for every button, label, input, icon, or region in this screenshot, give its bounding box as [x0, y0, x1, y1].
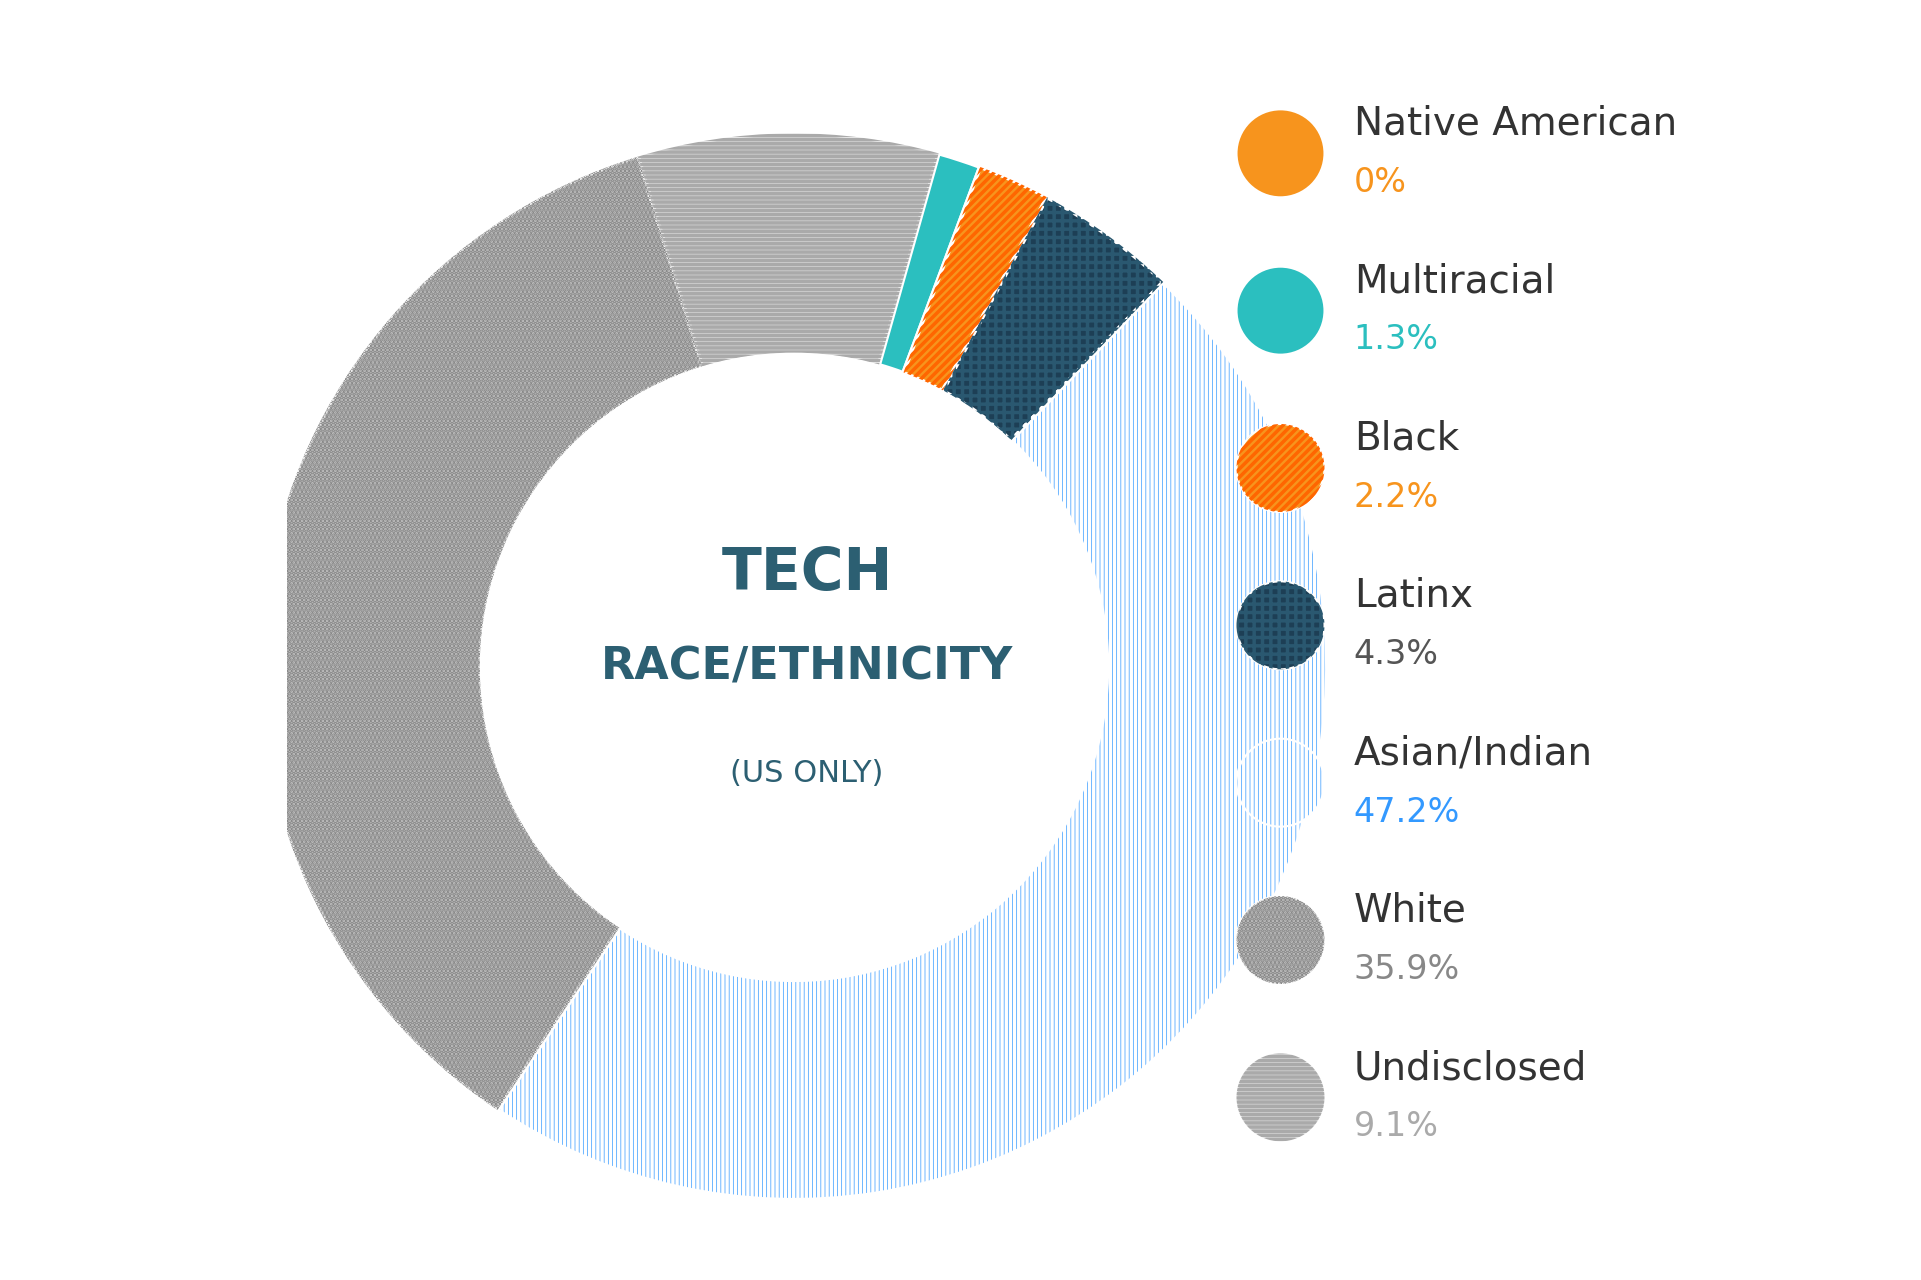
Circle shape [480, 353, 1106, 980]
Text: Undisclosed: Undisclosed [1354, 1050, 1587, 1087]
Text: Black: Black [1354, 420, 1460, 458]
Text: 9.1%: 9.1% [1354, 1110, 1439, 1143]
Text: Asian/Indian: Asian/Indian [1354, 735, 1593, 772]
Text: 0%: 0% [1354, 166, 1406, 200]
Text: 47.2%: 47.2% [1354, 795, 1460, 828]
Wedge shape [638, 133, 939, 367]
Text: (US ONLY): (US ONLY) [730, 759, 884, 787]
Text: 2.2%: 2.2% [1354, 481, 1439, 513]
Circle shape [1237, 109, 1324, 197]
Circle shape [1237, 896, 1324, 984]
Text: RACE/ETHNICITY: RACE/ETHNICITY [601, 645, 1012, 689]
Wedge shape [880, 154, 980, 372]
Text: White: White [1354, 892, 1468, 929]
Text: 1.3%: 1.3% [1354, 324, 1439, 357]
Text: 35.9%: 35.9% [1354, 952, 1460, 986]
Wedge shape [498, 282, 1327, 1199]
Circle shape [1237, 266, 1324, 355]
Text: Multiracial: Multiracial [1354, 262, 1556, 301]
Text: 4.3%: 4.3% [1354, 639, 1439, 671]
Wedge shape [903, 166, 1047, 390]
Text: Latinx: Latinx [1354, 577, 1473, 614]
Wedge shape [261, 156, 703, 1110]
Circle shape [1237, 581, 1324, 669]
Wedge shape [943, 197, 1164, 440]
Circle shape [1237, 739, 1324, 827]
Text: TECH: TECH [722, 545, 893, 602]
Circle shape [1237, 424, 1324, 512]
Text: Native American: Native American [1354, 105, 1677, 143]
Circle shape [1237, 1053, 1324, 1142]
